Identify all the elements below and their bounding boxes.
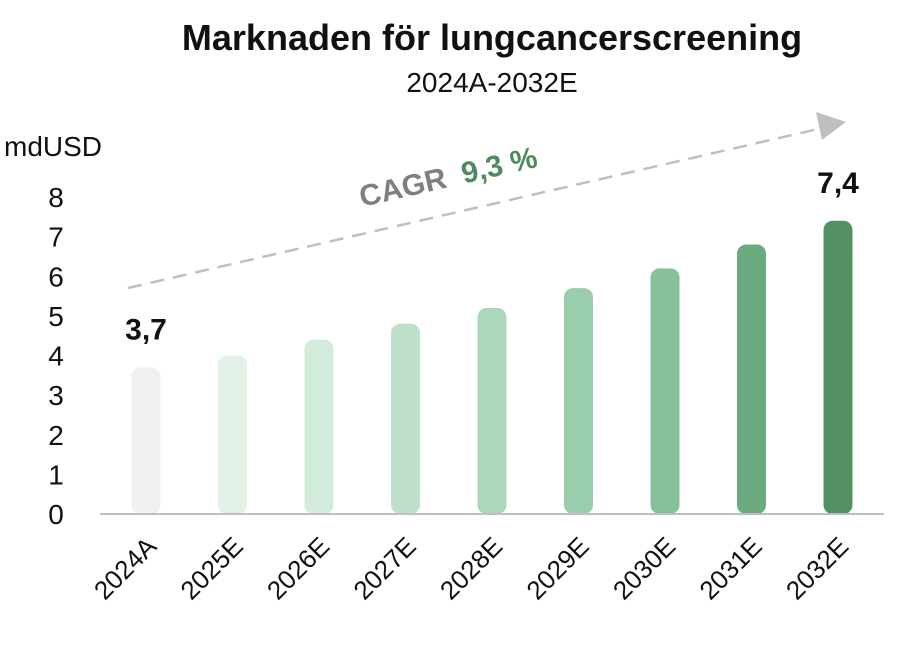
y-tick-label: 0 xyxy=(48,499,64,530)
bar xyxy=(737,244,766,515)
cagr-value: 9,3 % xyxy=(458,141,540,190)
y-tick-label: 7 xyxy=(48,222,64,253)
cagr-annotation: CAGR 9,3 % xyxy=(356,141,540,214)
data-label: 3,7 xyxy=(125,313,167,346)
bar xyxy=(131,367,161,514)
x-tick-label: 2027E xyxy=(347,531,421,605)
chart-subtitle: 2024A-2032E xyxy=(406,67,577,98)
bar xyxy=(477,307,507,514)
x-axis-ticks: 2024A 2025E 2026E 2027E 2028E 2029E 2030E 2031E… xyxy=(88,531,854,606)
svg-text:CAGR 9,3 %: CAGR 9,3 % xyxy=(356,141,540,214)
data-label: 7,4 xyxy=(817,167,859,200)
y-axis-ticks: 0 1 2 3 4 5 6 7 8 xyxy=(48,182,64,530)
y-tick-label: 5 xyxy=(48,301,64,332)
y-tick-label: 6 xyxy=(48,261,64,292)
x-tick-label: 2026E xyxy=(261,531,335,605)
y-tick-label: 3 xyxy=(48,380,64,411)
bar xyxy=(391,323,420,514)
bar xyxy=(218,355,247,514)
x-tick-label: 2025E xyxy=(174,531,248,605)
bars xyxy=(131,220,853,515)
bar xyxy=(823,220,853,514)
y-tick-label: 4 xyxy=(48,341,64,372)
x-tick-label: 2029E xyxy=(520,531,594,605)
y-tick-label: 2 xyxy=(48,420,64,451)
x-tick-label: 2031E xyxy=(693,531,767,605)
x-tick-label: 2030E xyxy=(607,531,681,605)
y-axis-unit: mdUSD xyxy=(4,131,102,162)
bar xyxy=(650,268,680,514)
data-labels: 3,7 7,4 xyxy=(125,167,859,347)
chart-title: Marknaden för lungcancerscreening xyxy=(182,17,802,58)
x-tick-label: 2028E xyxy=(434,531,508,605)
cagr-label: CAGR xyxy=(356,162,450,214)
arrow-head-icon xyxy=(816,112,846,140)
x-tick-label: 2032E xyxy=(780,531,854,605)
bar xyxy=(304,339,334,514)
bar xyxy=(564,288,593,514)
cagr-arrow xyxy=(127,112,846,290)
y-tick-label: 8 xyxy=(48,182,64,213)
y-tick-label: 1 xyxy=(48,459,64,490)
x-tick-label: 2024A xyxy=(88,531,163,606)
